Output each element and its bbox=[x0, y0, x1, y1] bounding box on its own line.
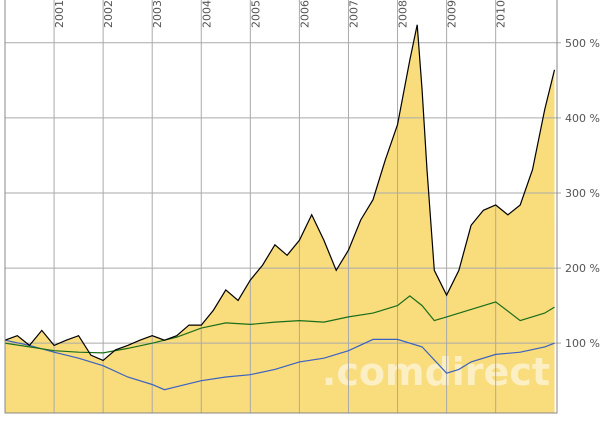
x-tick-label: 2008 bbox=[397, 0, 410, 28]
watermark: .comdirect bbox=[322, 350, 550, 394]
y-tick-label: 100 % bbox=[565, 337, 600, 350]
x-tick-label: 2004 bbox=[200, 0, 213, 28]
series-line bbox=[4, 24, 556, 362]
x-tick-label: 2006 bbox=[298, 0, 311, 28]
y-tick-label: 200 % bbox=[565, 262, 600, 275]
x-tick-label: 2007 bbox=[347, 0, 360, 28]
x-tick-label: 2003 bbox=[151, 0, 164, 28]
y-tick-label: 400 % bbox=[565, 112, 600, 125]
x-tick-label: 2001 bbox=[53, 0, 66, 28]
x-tick-label: 2002 bbox=[102, 0, 115, 28]
area bbox=[5, 24, 555, 414]
x-tick-label: 2005 bbox=[249, 0, 262, 28]
y-tick-label: 500 % bbox=[565, 37, 600, 50]
plot-frame bbox=[4, 0, 558, 414]
y-tick-label: 300 % bbox=[565, 187, 600, 200]
series-line bbox=[4, 295, 555, 354]
x-tick-label: 2010 bbox=[495, 0, 508, 28]
series-line bbox=[4, 338, 555, 391]
x-tick-label: 2009 bbox=[446, 0, 459, 28]
